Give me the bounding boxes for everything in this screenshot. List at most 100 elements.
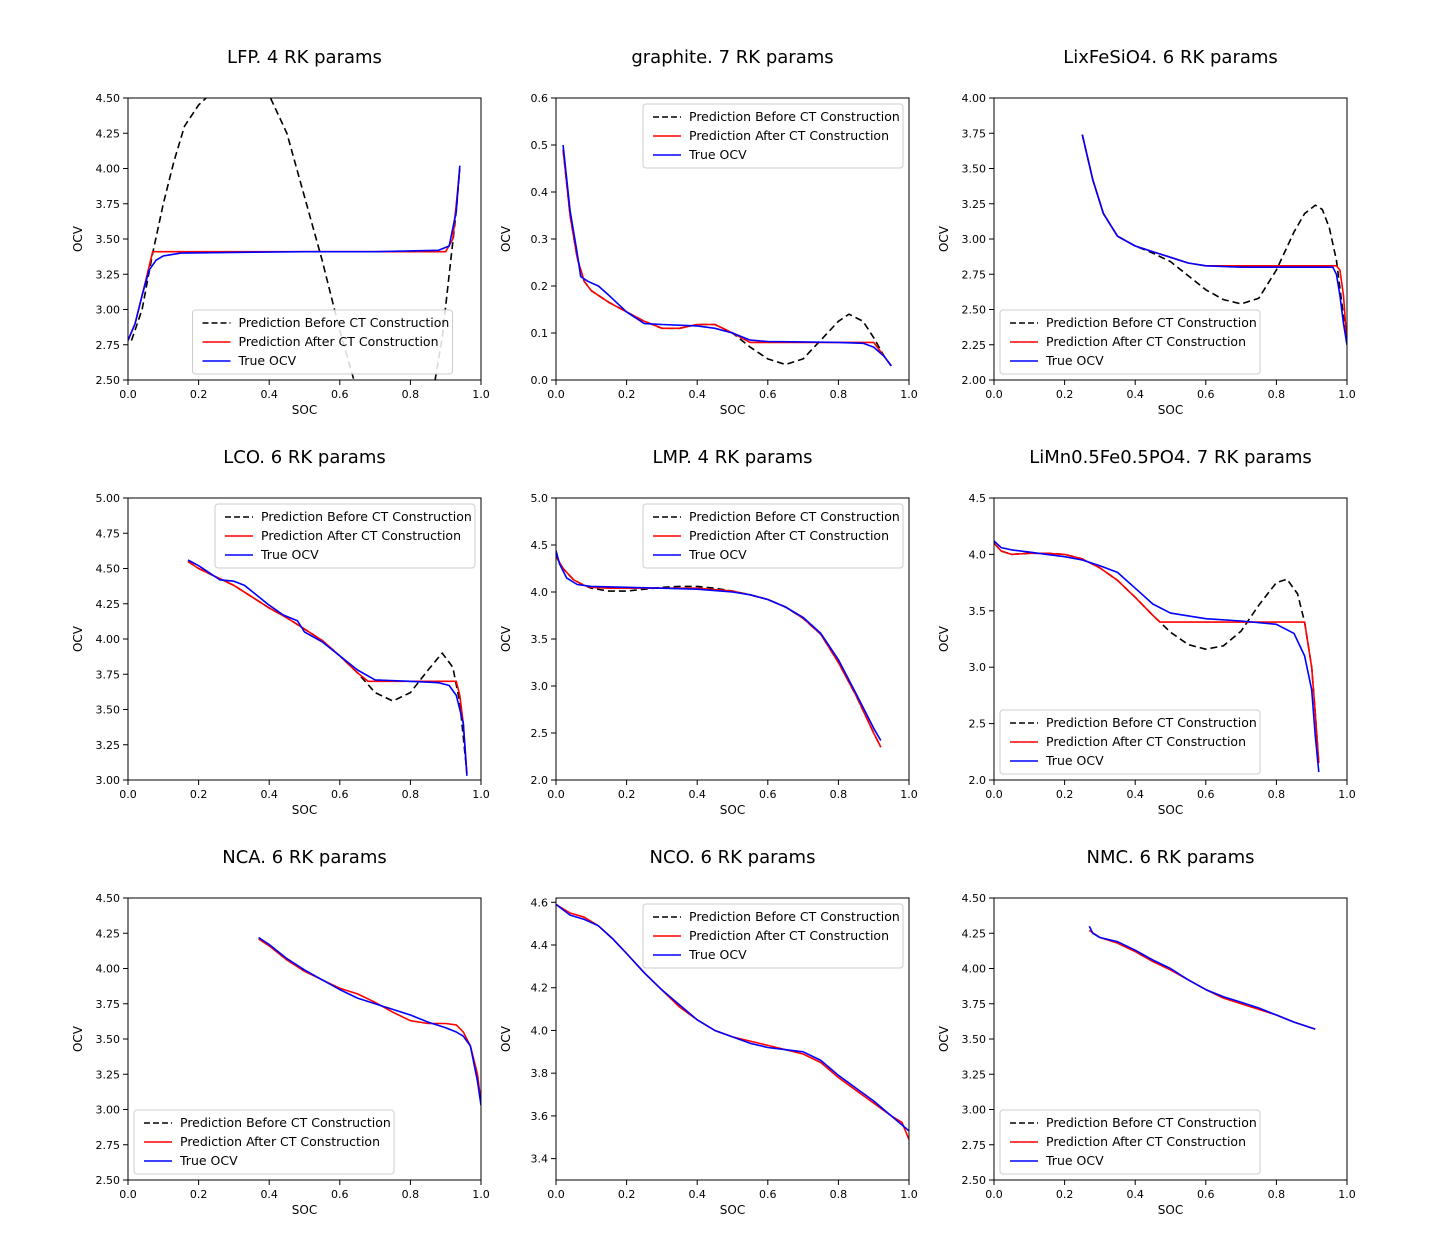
x-tick-label: 0.8	[402, 388, 420, 401]
y-tick-label: 2.50	[96, 374, 121, 387]
x-tick-label: 0.2	[190, 1188, 208, 1201]
x-axis-label: SOC	[292, 1203, 317, 1217]
legend-box	[999, 709, 1261, 775]
series-line-true-ocv	[1081, 134, 1347, 345]
y-tick-label: 3.50	[962, 163, 987, 176]
legend: Prediction Before CT Construction Predict…	[999, 709, 1261, 775]
legend-label: Prediction After CT Construction	[689, 128, 889, 143]
y-axis-label: OCV	[499, 225, 513, 252]
legend-label: Prediction Before CT Construction	[239, 315, 450, 330]
y-tick-label: 2.75	[96, 339, 121, 352]
legend-label: Prediction After CT Construction	[180, 1134, 380, 1149]
y-tick-label: 2.0	[969, 774, 987, 787]
chart-panel-6: LiMn0.5Fe0.5PO4. 7 RK params 0.0 0.2 0.4 0.6…	[937, 447, 1356, 817]
y-tick-label: 2.75	[962, 268, 987, 281]
chart-title: graphite. 7 RK params	[631, 47, 833, 68]
x-tick-label: 1.0	[900, 388, 918, 401]
y-tick-label: 4.5	[531, 539, 549, 552]
chart-title: LMP. 4 RK params	[652, 447, 812, 468]
legend-box	[214, 503, 476, 569]
legend-label: Prediction After CT Construction	[1046, 334, 1246, 349]
y-tick-label: 3.75	[96, 668, 121, 681]
x-tick-label: 0.6	[1197, 788, 1215, 801]
y-tick-label: 2.00	[962, 374, 987, 387]
chart-panel-7: NCA. 6 RK params 0.0 0.2 0.4 0.6 0.8 1.0 2.50 2.…	[71, 847, 490, 1217]
series-line-prediction-after-ct-construction	[556, 555, 882, 748]
y-tick-label: 3.0	[969, 661, 987, 674]
y-tick-label: 4.00	[96, 963, 121, 976]
series-line-prediction-before-ct-construction	[187, 560, 468, 774]
x-tick-label: 0.4	[688, 388, 706, 401]
x-tick-label: 0.0	[547, 1188, 565, 1201]
x-tick-label: 0.8	[402, 788, 420, 801]
x-tick-label: 1.0	[472, 788, 490, 801]
x-tick-label: 1.0	[1338, 1188, 1356, 1201]
y-tick-label: 3.75	[962, 127, 987, 140]
series-line-prediction-after-ct-construction	[562, 149, 892, 367]
y-tick-label: 2.0	[531, 774, 549, 787]
legend-box	[133, 1109, 395, 1175]
chart-panel-8: NCO. 6 RK params 0.0 0.2 0.4 0.6 0.8 1.0 3.4 3.6…	[499, 847, 918, 1217]
x-tick-label: 0.4	[1126, 388, 1144, 401]
y-tick-label: 0.5	[531, 139, 549, 152]
y-tick-label: 3.6	[531, 1110, 549, 1123]
y-tick-label: 4.50	[96, 92, 121, 105]
x-tick-label: 1.0	[1338, 388, 1356, 401]
x-tick-label: 1.0	[900, 788, 918, 801]
x-tick-label: 0.2	[1056, 388, 1074, 401]
legend-label: True OCV	[1045, 753, 1104, 768]
x-tick-label: 0.6	[331, 388, 349, 401]
chart-title: LiMn0.5Fe0.5PO4. 7 RK params	[1029, 447, 1312, 468]
x-tick-label: 0.0	[985, 1188, 1003, 1201]
x-tick-label: 0.6	[759, 388, 777, 401]
series-line-true-ocv	[556, 903, 909, 1132]
x-tick-label: 0.8	[1268, 388, 1286, 401]
series-line-prediction-before-ct-construction	[562, 149, 892, 367]
legend-label: True OCV	[688, 547, 747, 562]
legend-label: True OCV	[179, 1153, 238, 1168]
legend-label: Prediction Before CT Construction	[261, 509, 472, 524]
legend-box	[192, 309, 453, 375]
y-tick-label: 4.00	[962, 92, 987, 105]
legend-label: True OCV	[238, 353, 297, 368]
chart-panel-5: LMP. 4 RK params 0.0 0.2 0.4 0.6 0.8 1.0 2.0 2.5…	[499, 447, 918, 817]
legend: Prediction Before CT Construction Predict…	[133, 1109, 395, 1175]
legend-label: Prediction After CT Construction	[261, 528, 461, 543]
x-tick-label: 0.8	[402, 1188, 420, 1201]
y-tick-label: 2.50	[962, 1174, 987, 1187]
legend: Prediction Before CT Construction Predict…	[999, 1109, 1261, 1175]
series-line-prediction-before-ct-construction	[130, 98, 355, 380]
y-tick-label: 0.2	[531, 280, 549, 293]
y-tick-label: 2.50	[962, 304, 987, 317]
series-line-prediction-after-ct-construction	[258, 938, 481, 1103]
x-tick-label: 0.0	[119, 388, 137, 401]
y-tick-label: 3.50	[96, 704, 121, 717]
legend-box	[642, 903, 904, 969]
y-tick-label: 3.25	[962, 198, 987, 211]
y-tick-label: 3.00	[962, 1104, 987, 1117]
y-axis-label: OCV	[71, 1025, 85, 1052]
plot-frame	[993, 497, 1348, 781]
y-tick-label: 0.1	[531, 327, 549, 340]
x-tick-label: 0.4	[1126, 788, 1144, 801]
x-tick-label: 0.8	[1268, 1188, 1286, 1201]
y-tick-label: 3.00	[96, 774, 121, 787]
y-tick-label: 3.5	[969, 605, 987, 618]
x-tick-label: 0.0	[985, 788, 1003, 801]
chart-title: LixFeSiO4. 6 RK params	[1063, 47, 1278, 68]
x-tick-label: 0.6	[1197, 388, 1215, 401]
legend-label: Prediction Before CT Construction	[689, 509, 900, 524]
x-tick-label: 0.0	[119, 1188, 137, 1201]
y-tick-label: 4.5	[969, 492, 987, 505]
y-tick-label: 4.00	[96, 633, 121, 646]
legend-label: Prediction After CT Construction	[689, 928, 889, 943]
legend-label: True OCV	[1045, 353, 1104, 368]
legend-label: Prediction Before CT Construction	[1046, 715, 1257, 730]
legend-label: Prediction Before CT Construction	[689, 909, 900, 924]
x-tick-label: 0.2	[618, 788, 636, 801]
y-tick-label: 4.0	[531, 1024, 549, 1037]
y-tick-label: 0.4	[531, 186, 549, 199]
x-tick-label: 0.8	[1268, 788, 1286, 801]
legend-label: Prediction Before CT Construction	[1046, 315, 1257, 330]
